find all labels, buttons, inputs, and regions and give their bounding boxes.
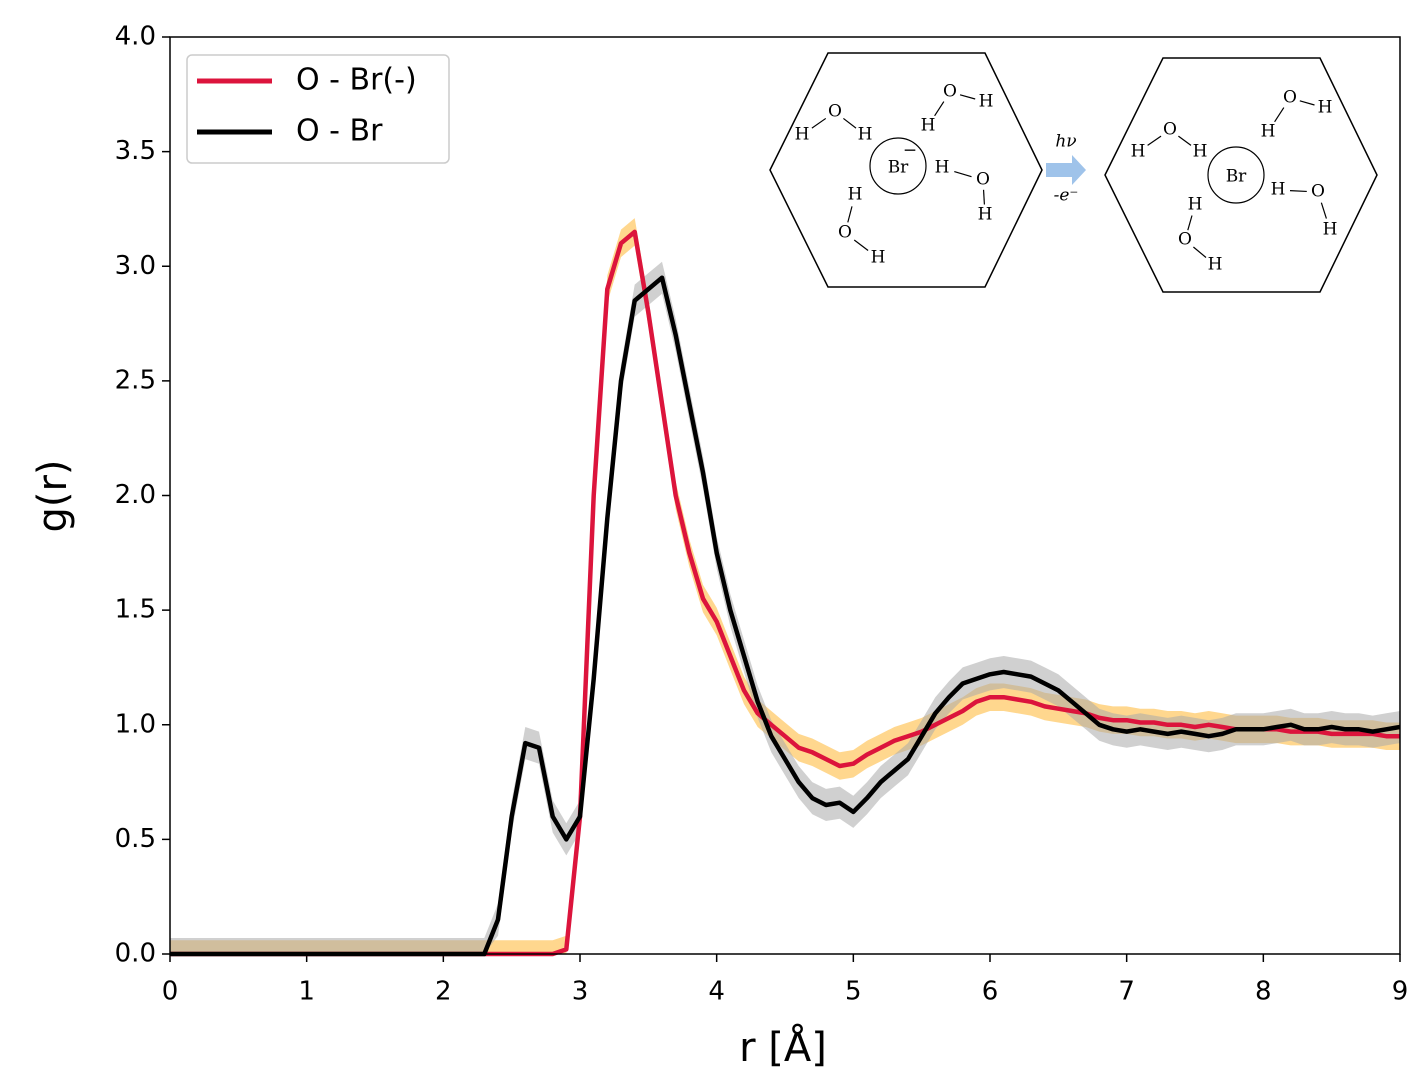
atom-label: H [848, 185, 863, 205]
atom-label: H [858, 125, 873, 145]
y-tick-label: 2.5 [115, 365, 156, 395]
y-tick-label: 1.5 [115, 595, 156, 625]
x-tick-label: 4 [708, 977, 725, 1007]
atom-label: H [1323, 220, 1338, 240]
atom-label: H [935, 158, 950, 178]
atom-label: O [1311, 182, 1325, 202]
x-tick-label: 7 [1118, 977, 1135, 1007]
x-tick-label: 6 [982, 977, 999, 1007]
series-line [170, 229, 1400, 957]
x-tick-label: 2 [435, 977, 452, 1007]
y-tick-label: 0.0 [115, 939, 156, 969]
ion-label: Br [1226, 167, 1247, 187]
hexagon [1104, 57, 1378, 293]
error-band [170, 218, 1400, 955]
bond [1289, 190, 1307, 193]
atom-label: H [921, 116, 936, 136]
bond [1193, 246, 1207, 258]
atom-label: H [1208, 255, 1223, 275]
atom-label: H [1261, 122, 1276, 142]
ion-circle [1207, 146, 1265, 204]
x-tick-label: 0 [162, 977, 179, 1007]
x-tick-label: 8 [1255, 977, 1272, 1007]
atom-label: O [838, 223, 852, 243]
atom-label: H [1271, 180, 1286, 200]
ion-charge: − [903, 141, 917, 161]
atom-label: O [976, 170, 990, 190]
bond [1299, 100, 1315, 106]
y-tick-label: 2.0 [115, 480, 156, 510]
x-tick-label: 1 [298, 977, 315, 1007]
error-band [170, 261, 1400, 954]
atom-label: O [828, 102, 842, 122]
bond [853, 239, 869, 251]
arrow-top: hν [1055, 132, 1076, 152]
x-tick-label: 3 [572, 977, 589, 1007]
x-tick-label: 9 [1392, 977, 1409, 1007]
atom-label: O [1163, 120, 1177, 140]
atom-label: H [1193, 142, 1208, 162]
atom-label: O [943, 82, 957, 102]
atom-label: H [979, 92, 994, 112]
atom-label: O [1178, 230, 1192, 250]
bond [934, 101, 945, 117]
series-line [170, 275, 1401, 957]
atom-label: H [1131, 142, 1146, 162]
y-tick-label: 3.5 [115, 136, 156, 166]
hexagon [769, 52, 1043, 288]
ion-circle [869, 137, 927, 195]
atom-label: H [1318, 98, 1333, 118]
legend-label: O - Br [296, 114, 383, 149]
atom-label: O [1283, 88, 1297, 108]
bond [847, 206, 853, 223]
x-tick-label: 5 [845, 977, 862, 1007]
y-axis-label: g(r) [30, 459, 76, 532]
y-tick-label: 3.0 [115, 251, 156, 281]
bond [959, 94, 976, 100]
bond [1274, 107, 1285, 123]
bond [982, 189, 985, 205]
bond [843, 117, 857, 129]
y-tick-label: 0.5 [115, 824, 156, 854]
atom-label: H [871, 248, 886, 268]
bond [954, 171, 972, 178]
arrow-bottom: -e⁻ [1054, 186, 1079, 206]
atom-label: H [795, 125, 810, 145]
y-tick-label: 1.0 [115, 709, 156, 739]
legend-label: O - Br(-) [296, 63, 417, 98]
bond [1178, 135, 1192, 146]
plot-frame [169, 36, 1401, 955]
atom-label: H [1188, 195, 1203, 215]
atom-label: H [978, 205, 993, 225]
bond [1320, 202, 1327, 219]
arrow [1046, 155, 1086, 185]
ion-label: Br [888, 158, 909, 178]
bond [1147, 135, 1162, 146]
bond [811, 117, 827, 129]
bond [1187, 215, 1193, 231]
y-tick-label: 4.0 [115, 22, 156, 52]
x-axis-label: r [Å] [739, 1023, 827, 1071]
